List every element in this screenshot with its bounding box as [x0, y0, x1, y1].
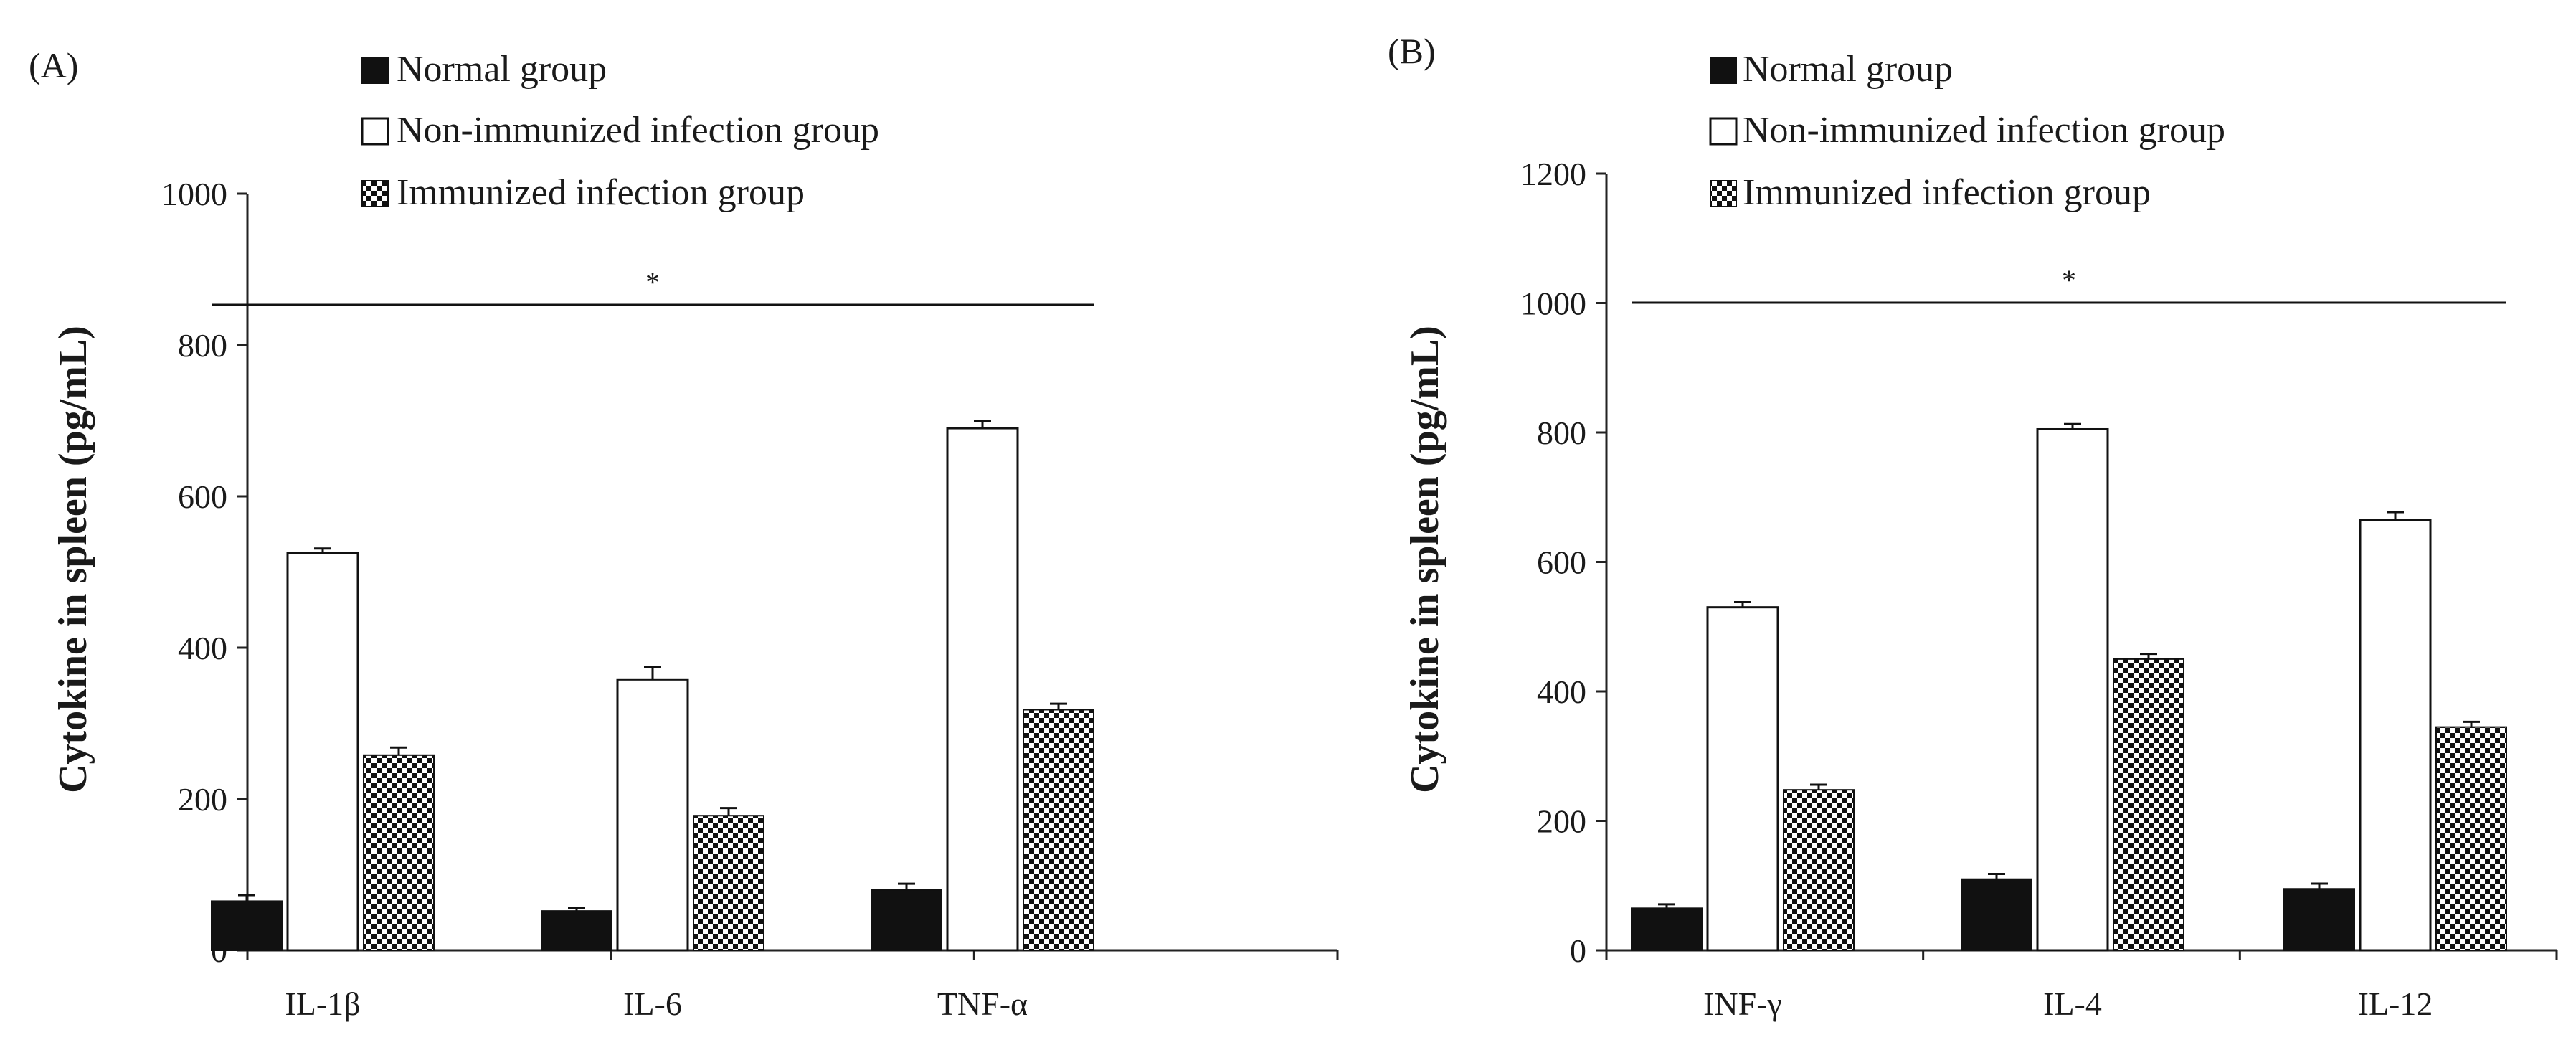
legend-immunized-swatch — [361, 180, 389, 207]
panel-a-y-tick-label: 600 — [178, 478, 227, 515]
panel-b-y-tick-label: 1000 — [1520, 285, 1586, 322]
panel-a-category-label: IL-6 — [623, 985, 682, 1022]
panel-b-label: (B) — [1388, 31, 1436, 71]
legend-immunized-swatch — [1710, 180, 1737, 207]
panel-a-chart: (A) Cytokine in spleen (pg/mL) Normal gr… — [29, 45, 1339, 1022]
panel-a-bar-non-immunized — [616, 678, 689, 952]
panel-b-category-label: IL-4 — [2043, 985, 2102, 1022]
panel-a-bar-non-immunized — [286, 552, 359, 952]
panel-a-legend: Normal group Non-immunized infection gro… — [361, 49, 879, 213]
panel-b-bar-normal — [1961, 878, 2032, 951]
panel-a-y-tick-label: 200 — [178, 781, 227, 818]
panel-b-y-tick-label: 1200 — [1520, 156, 1586, 192]
panel-a-bar-immunized — [363, 754, 435, 952]
legend-non-immunized-label: Non-immunized infection group — [1743, 110, 2225, 151]
panel-b-bar-normal — [2283, 888, 2355, 951]
panel-b-category-label: INF-γ — [1703, 985, 1782, 1022]
panel-b-significance-star: * — [2062, 264, 2076, 296]
panel-a-ylabel: Cytokine in spleen (pg/mL) — [51, 326, 95, 793]
panel-a-bar-immunized — [693, 815, 764, 951]
panel-b-bar-immunized — [2435, 726, 2507, 951]
panel-b-bar-non-immunized — [2036, 427, 2109, 952]
panel-b-legend: Normal group Non-immunized infection gro… — [1709, 49, 2225, 213]
legend-normal-label: Normal group — [397, 49, 607, 90]
legend-non-immunized-swatch — [361, 117, 389, 146]
panel-a-category-label: IL-1β — [285, 985, 360, 1022]
panel-a-bar-non-immunized — [946, 427, 1019, 952]
legend-normal-label: Normal group — [1743, 49, 1953, 90]
panel-b-y-tick-label: 800 — [1537, 415, 1586, 451]
panel-a-bar-normal — [541, 910, 612, 952]
panel-a-y-tick-label: 400 — [178, 630, 227, 666]
panel-a-y-tick-label: 800 — [178, 327, 227, 364]
panel-a-label: (A) — [29, 45, 78, 85]
panel-a-bar-immunized — [1023, 709, 1094, 951]
panel-a-bar-normal — [871, 889, 942, 951]
legend-normal-swatch — [1710, 57, 1737, 84]
legend-immunized-label: Immunized infection group — [1743, 172, 2151, 213]
panel-b-category-label: IL-12 — [2358, 985, 2433, 1022]
panel-a-y-tick-label: 1000 — [161, 176, 227, 212]
legend-non-immunized-label: Non-immunized infection group — [397, 110, 879, 151]
panel-b-ylabel: Cytokine in spleen (pg/mL) — [1403, 326, 1447, 793]
panel-b-bar-immunized — [1783, 789, 1855, 952]
panel-b-bar-normal — [1631, 907, 1703, 952]
panel-b-bar-immunized — [2113, 658, 2184, 951]
panel-b-y-tick-label: 200 — [1537, 803, 1586, 840]
panel-b-y-tick-label: 400 — [1537, 673, 1586, 710]
panel-b-bar-non-immunized — [2359, 519, 2432, 952]
panel-b-chart: (B) Cytokine in spleen (pg/mL) Normal gr… — [1388, 31, 2558, 1022]
panel-b-y-tick-label: 0 — [1570, 932, 1586, 969]
panel-b-y-tick-label: 600 — [1537, 544, 1586, 581]
panel-b-bar-non-immunized — [1706, 606, 1779, 952]
panel-a-category-label: TNF-α — [937, 985, 1028, 1022]
panel-a-significance-star: * — [645, 266, 660, 298]
legend-immunized-label: Immunized infection group — [397, 172, 805, 213]
panel-a-bar-normal — [211, 900, 283, 952]
legend-normal-swatch — [361, 57, 389, 84]
legend-non-immunized-swatch — [1709, 117, 1738, 146]
